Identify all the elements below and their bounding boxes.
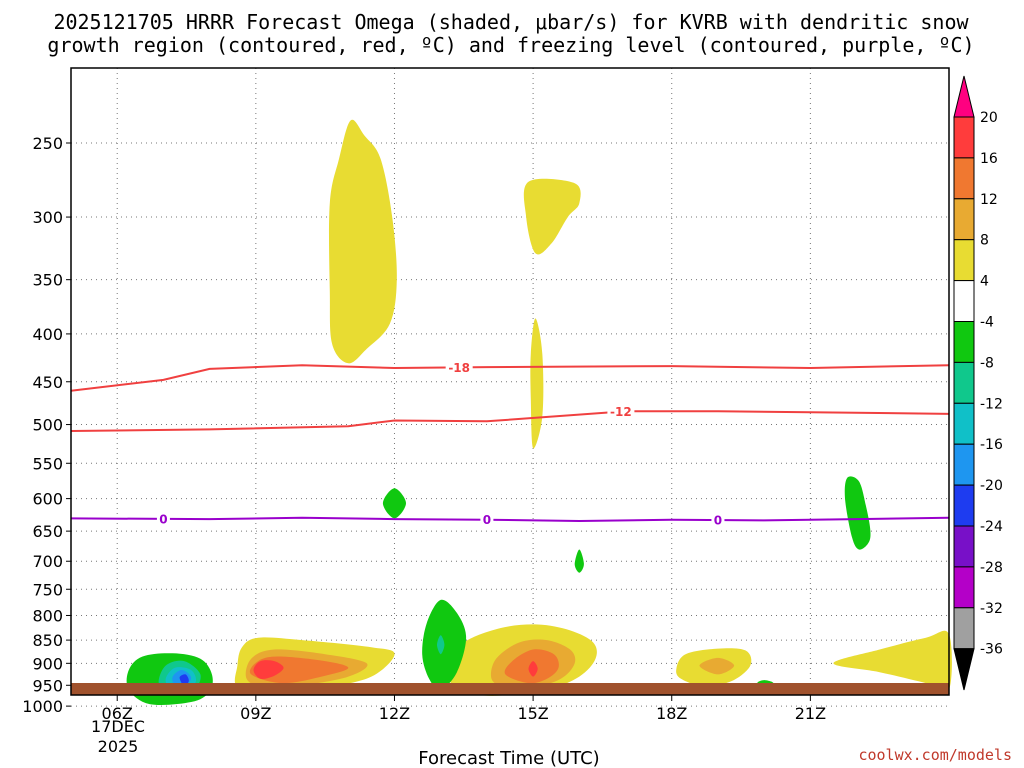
shaded-regions bbox=[126, 119, 952, 705]
chart-title-line1: 2025121705 HRRR Forecast Omega (shaded, … bbox=[53, 10, 969, 34]
y-tick-label-800: 800 bbox=[32, 606, 63, 625]
colorbar-label-8: 8 bbox=[980, 233, 989, 249]
x-tick-label-21Z: 21Z bbox=[795, 704, 826, 723]
credit-text: coolwx.com/models bbox=[858, 746, 1012, 764]
contour-line--18 bbox=[70, 364, 950, 392]
y-tick-label-600: 600 bbox=[32, 490, 63, 509]
contour-label-bg bbox=[156, 511, 170, 526]
colorbar-label-16: 16 bbox=[980, 151, 998, 167]
omega-region-low-ascent-09z-core16 bbox=[253, 660, 284, 680]
plot-area: -18 -12 0 0 0 bbox=[70, 67, 952, 707]
colorbar-segment--24 bbox=[953, 484, 975, 527]
colorbar-label--28: -28 bbox=[980, 560, 1003, 576]
chart-title-line2: growth region (contoured, red, ºC) and f… bbox=[47, 33, 974, 57]
omega-region-low-descent-13z-core12 bbox=[437, 635, 445, 655]
omega-region-low-ascent-23z bbox=[833, 630, 952, 693]
contour-label-0-0: 0 bbox=[159, 512, 167, 526]
colorbar-segment--36 bbox=[953, 607, 975, 650]
colorbar-arrow-top bbox=[953, 75, 975, 118]
contour-label-bg bbox=[445, 360, 473, 375]
contour-label-bg bbox=[711, 513, 725, 528]
contour-label-bg bbox=[480, 512, 494, 527]
colorbar-segment--28 bbox=[953, 525, 975, 568]
omega-region-low-ascent-19z-core8 bbox=[699, 657, 735, 675]
y-tick-label-850: 850 bbox=[32, 631, 63, 650]
y-tick-label-700: 700 bbox=[32, 552, 63, 571]
colorbar-segment--32 bbox=[953, 566, 975, 609]
colorbar-label--12: -12 bbox=[980, 396, 1003, 412]
colorbar-label--24: -24 bbox=[980, 519, 1003, 535]
colorbar-segment-8 bbox=[953, 198, 975, 241]
x-tick-label-18Z: 18Z bbox=[656, 704, 687, 723]
colorbar-segment--20 bbox=[953, 443, 975, 486]
colorbar-label-20: 20 bbox=[980, 110, 998, 126]
omega-region-descent-12z bbox=[382, 488, 406, 519]
y-tick-label-1000: 1000 bbox=[22, 697, 63, 716]
x-axis: 06Z 09Z 12Z 15Z 18Z 21Z bbox=[102, 695, 826, 723]
colorbar-segment--16 bbox=[953, 402, 975, 445]
omega-region-descent-22z bbox=[844, 476, 871, 550]
omega-region-low-ascent-15z-core16 bbox=[528, 661, 538, 677]
colorbar-label--16: -16 bbox=[980, 437, 1003, 453]
y-tick-label-950: 950 bbox=[32, 676, 63, 695]
x-sublabel-date: 17DEC bbox=[91, 717, 145, 736]
x-tick-label-06Z: 06Z bbox=[102, 704, 133, 723]
colorbar: 20 16 12 8 4 -4 -8 -12 -16 -20 -24 -28 -32 -36 bbox=[953, 75, 1003, 691]
contour-line-0 bbox=[70, 516, 950, 523]
contour-label--18-0: -18 bbox=[448, 361, 470, 375]
x-tick-label-12Z: 12Z bbox=[379, 704, 410, 723]
contour-lines: -18 -12 0 0 0 bbox=[70, 360, 950, 528]
x-axis-label: Forecast Time (UTC) bbox=[418, 748, 599, 768]
y-tick-label-350: 350 bbox=[32, 271, 63, 290]
y-tick-label-400: 400 bbox=[32, 325, 63, 344]
colorbar-segment-4 bbox=[953, 239, 975, 282]
omega-region-upper-ascent-11z bbox=[328, 119, 397, 364]
x-tick-label-15Z: 15Z bbox=[517, 704, 548, 723]
omega-region-upper-ascent-15z bbox=[523, 178, 581, 255]
colorbar-segment--12 bbox=[953, 361, 975, 404]
ground-surface bbox=[71, 683, 949, 695]
y-tick-label-300: 300 bbox=[32, 208, 63, 227]
colorbar-label--4: -4 bbox=[980, 315, 994, 331]
colorbar-segment--4 bbox=[953, 280, 975, 323]
omega-region-mid-ascent-15z bbox=[530, 318, 544, 449]
contour-label-0-2: 0 bbox=[714, 514, 722, 528]
contour-label-0-1: 0 bbox=[483, 513, 491, 527]
colorbar-label-12: 12 bbox=[980, 192, 998, 208]
y-tick-label-750: 750 bbox=[32, 580, 63, 599]
y-axis: 250 300 350 400 450 500 550 600 650 700 750 800 850 9… bbox=[22, 134, 71, 716]
contour-line--12 bbox=[70, 410, 950, 432]
colorbar-segment-12 bbox=[953, 157, 975, 200]
colorbar-segment--8 bbox=[953, 321, 975, 363]
colorbar-label--8: -8 bbox=[980, 355, 994, 371]
y-tick-label-650: 650 bbox=[32, 522, 63, 541]
colorbar-label--32: -32 bbox=[980, 601, 1003, 617]
x-tick-label-09Z: 09Z bbox=[240, 704, 271, 723]
y-tick-label-250: 250 bbox=[32, 134, 63, 153]
colorbar-label-4: 4 bbox=[980, 274, 989, 290]
colorbar-arrow-bottom bbox=[953, 648, 975, 691]
colorbar-label--20: -20 bbox=[980, 478, 1003, 494]
colorbar-segment-16 bbox=[953, 116, 975, 159]
x-sublabel-year: 2025 bbox=[98, 737, 139, 756]
colorbar-label--36: -36 bbox=[980, 642, 1003, 658]
omega-region-descent-16z bbox=[574, 549, 584, 573]
y-tick-label-450: 450 bbox=[32, 373, 63, 392]
plot-background bbox=[71, 68, 949, 695]
y-tick-label-500: 500 bbox=[32, 416, 63, 435]
y-tick-label-900: 900 bbox=[32, 654, 63, 673]
y-tick-label-550: 550 bbox=[32, 454, 63, 473]
contour-label-bg bbox=[607, 404, 635, 419]
contour-label--12-0: -12 bbox=[610, 405, 632, 419]
